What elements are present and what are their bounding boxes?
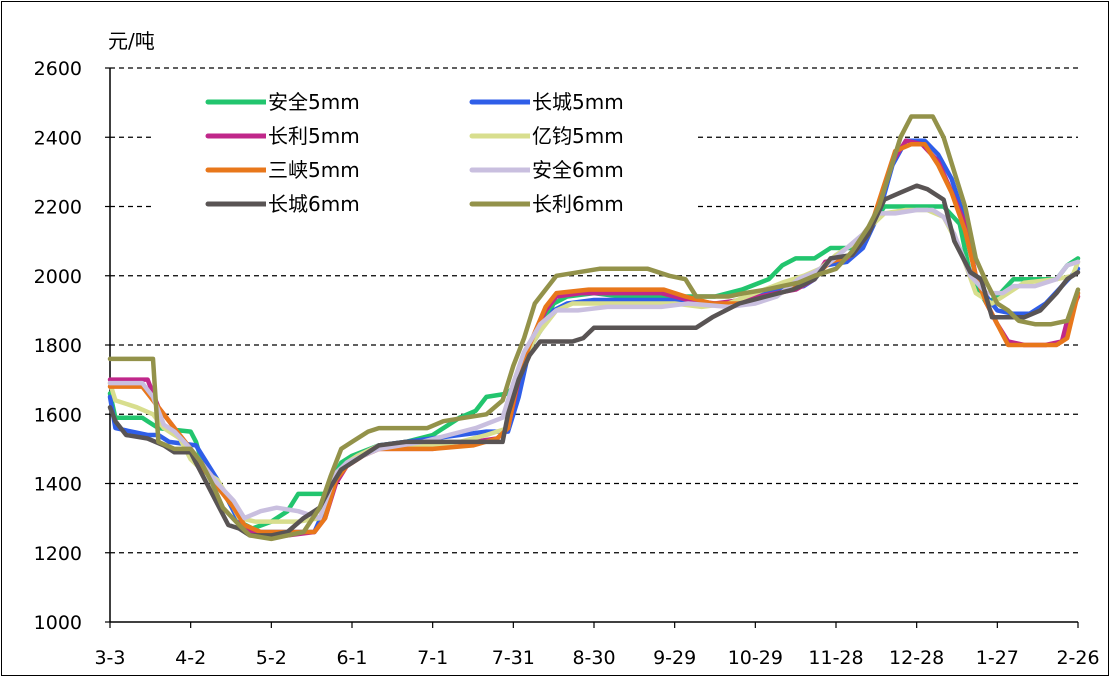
x-tick-label: 6-1 [336, 647, 367, 669]
series-line [107, 207, 1081, 521]
x-tick-label: 9-29 [653, 647, 696, 669]
x-tick-label: 5-2 [256, 647, 287, 669]
x-tick-label: 7-1 [417, 647, 448, 669]
legend-label-bg [530, 120, 650, 150]
legend: 安全5mm 长城5mm 长利5mm 亿钧5mm 三峡5mm 安全6mm 长城6mm 长利6mm [205, 86, 650, 218]
x-tick-label: 10-29 [728, 647, 783, 669]
legend-label-bg [266, 154, 386, 184]
legend-label: 安全6mm [532, 158, 624, 182]
x-tick-label: 11-28 [808, 647, 863, 669]
x-tick-label: 1-27 [976, 647, 1019, 669]
y-axis-unit-label: 元/吨 [108, 29, 155, 53]
y-tick-label: 1400 [34, 474, 82, 496]
series-line [107, 183, 1081, 538]
y-tick-label: 1800 [34, 335, 82, 357]
series-line [107, 207, 1081, 524]
y-tick-label: 1000 [34, 612, 82, 634]
x-tick-label: 4-2 [175, 647, 206, 669]
x-tick-labels: 3-3 4-2 5-2 6-1 7-1 7-31 8-30 9-29 10-29 11-28 12-… [94, 622, 1100, 669]
legend-label-bg [530, 188, 650, 218]
y-tick-label: 2200 [34, 197, 82, 219]
y-tick-label: 1200 [34, 543, 82, 565]
legend-label-bg [266, 86, 386, 116]
legend-label: 长城5mm [532, 90, 624, 114]
legend-label-bg [530, 86, 650, 116]
legend-label: 安全5mm [268, 90, 360, 114]
legend-label: 三峡5mm [268, 158, 360, 182]
x-tick-label: 2-26 [1056, 647, 1099, 669]
x-tick-label: 12-28 [889, 647, 944, 669]
series-line [107, 204, 1081, 531]
y-tick-label: 2600 [34, 58, 82, 80]
legend-label: 长利6mm [532, 192, 624, 216]
x-tick-label: 3-3 [94, 647, 125, 669]
legend-label: 长城6mm [268, 192, 360, 216]
x-tick-label: 7-31 [492, 647, 535, 669]
legend-label-bg [266, 188, 386, 218]
x-tick-label: 8-30 [572, 647, 615, 669]
y-tick-label: 2000 [34, 266, 82, 288]
y-tick-label: 1600 [34, 404, 82, 426]
y-tick-labels: 1000 1200 1400 1600 1800 2000 2200 2400 2600 [34, 58, 82, 634]
y-tick-label: 2400 [34, 127, 82, 149]
series-lines [107, 114, 1081, 542]
legend-label: 长利5mm [268, 124, 360, 148]
series-line [107, 141, 1081, 535]
series-line [107, 114, 1081, 542]
legend-label: 亿钧5mm [532, 124, 624, 148]
legend-label-bg [530, 154, 650, 184]
legend-label-bg [266, 120, 386, 150]
